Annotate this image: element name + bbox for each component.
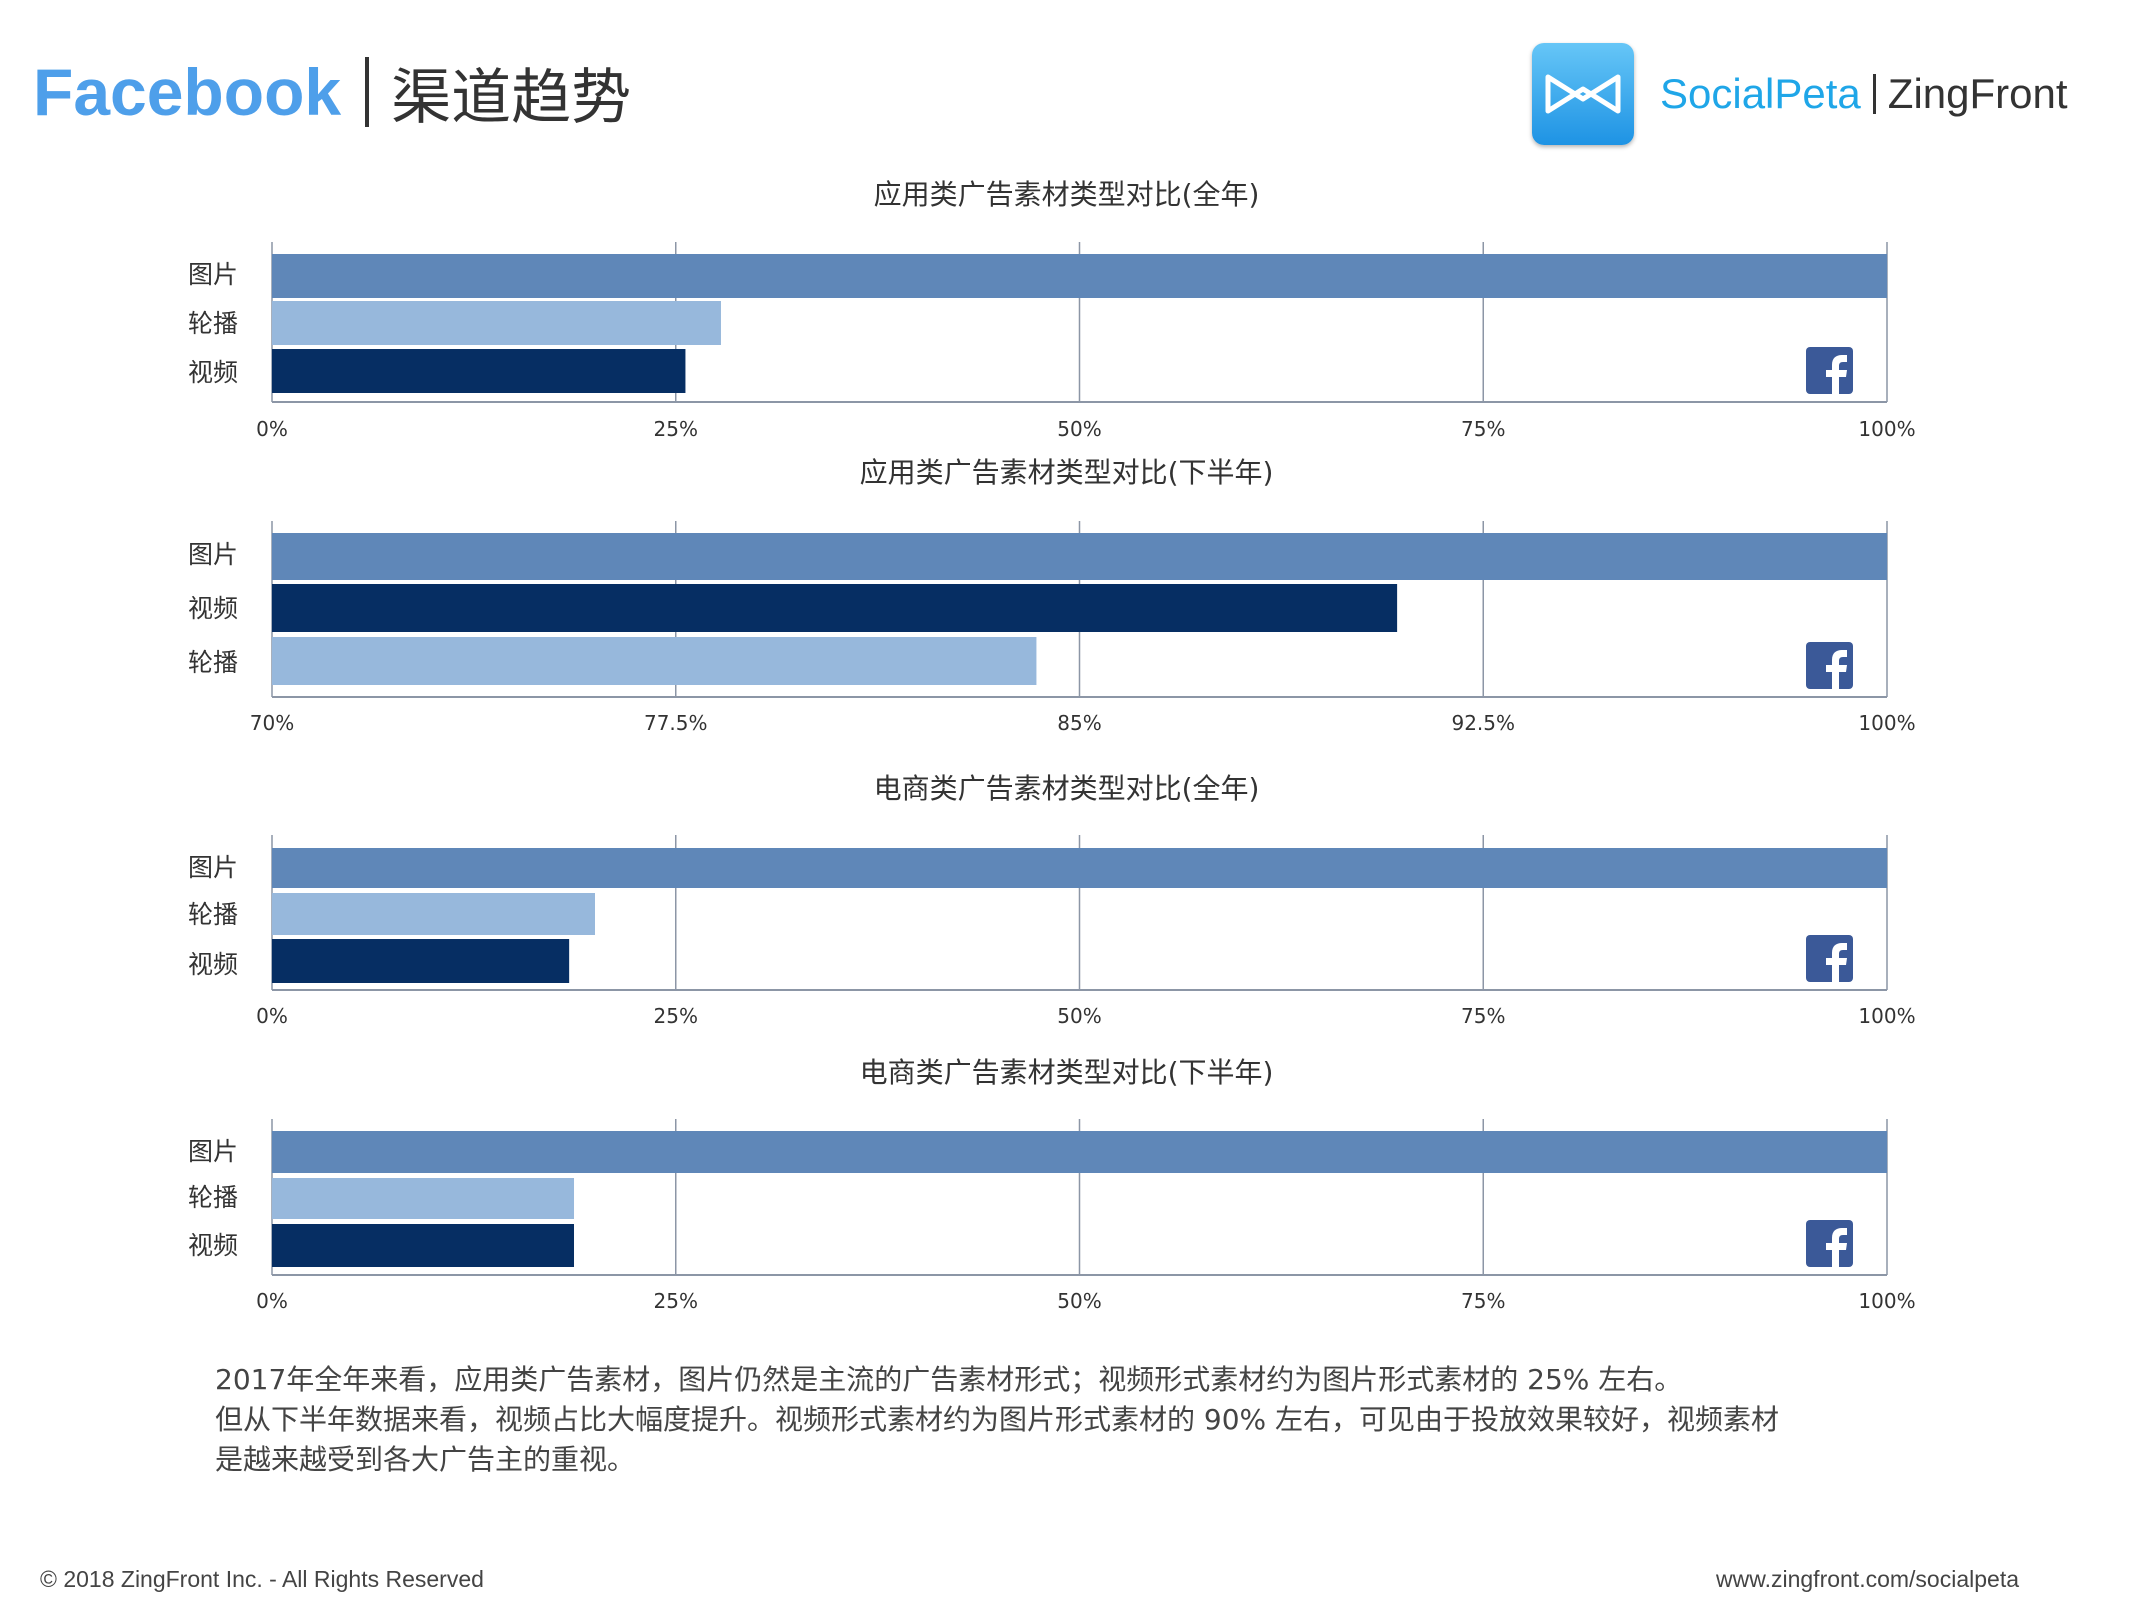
x-tick-label: 75% (1461, 1289, 1505, 1313)
socialpeta-logo-icon (1532, 43, 1634, 145)
facebook-icon-glyph (1826, 650, 1847, 689)
category-label: 图片 (188, 260, 238, 289)
analysis-line-3: 是越来越受到各大广告主的重视。 (215, 1443, 636, 1476)
socialpeta-logo: SocialPeta ZingFront (1532, 40, 2068, 148)
x-tick-label: 25% (654, 1289, 698, 1313)
bar (272, 1224, 575, 1267)
analysis-text: 2017年全年来看，应用类广告素材，图片仍然是主流的广告素材形式；视频形式素材约… (215, 1360, 1935, 1480)
x-tick-label: 85% (1057, 711, 1101, 735)
facebook-icon-glyph (1826, 1228, 1847, 1267)
bar (272, 1131, 1887, 1173)
bar (272, 848, 1887, 888)
facebook-icon (1806, 642, 1853, 689)
x-tick-label: 100% (1858, 1004, 1915, 1028)
brand-title: Facebook (33, 55, 342, 129)
facebook-icon-glyph (1826, 355, 1847, 394)
category-label: 轮播 (188, 648, 238, 677)
x-tick-label: 0% (256, 1004, 288, 1028)
x-tick-label: 70% (250, 711, 294, 735)
bar (272, 301, 721, 345)
x-tick-label: 25% (654, 417, 698, 441)
bar (272, 1178, 575, 1219)
x-tick-label: 100% (1858, 1289, 1915, 1313)
analysis-line-2: 但从下半年数据来看，视频占比大幅度提升。视频形式素材约为图片形式素材的 90% … (215, 1403, 1780, 1436)
category-label: 图片 (188, 1137, 238, 1166)
x-tick-label: 100% (1858, 711, 1915, 735)
x-tick-label: 0% (256, 417, 288, 441)
page-subtitle: 渠道趋势 (391, 62, 632, 133)
facebook-icon (1806, 1220, 1853, 1267)
category-label: 视频 (188, 594, 238, 623)
x-tick-label: 75% (1461, 1004, 1505, 1028)
bar (272, 254, 1887, 298)
copyright: © 2018 ZingFront Inc. - All Rights Reser… (40, 1566, 484, 1592)
category-label: 轮播 (188, 900, 238, 929)
x-tick-label: 50% (1057, 417, 1101, 441)
facebook-icon (1806, 347, 1853, 394)
chart-4-title: 电商类广告素材类型对比(下半年) (859, 1056, 1274, 1089)
x-tick-label: 92.5% (1451, 711, 1515, 735)
header-divider (365, 57, 370, 127)
category-label: 轮播 (188, 1183, 238, 1212)
logo-text-socialpeta: SocialPeta (1660, 70, 1861, 117)
analysis-line-1: 2017年全年来看，应用类广告素材，图片仍然是主流的广告素材形式；视频形式素材约… (215, 1363, 1683, 1396)
x-tick-label: 77.5% (644, 711, 708, 735)
x-tick-label: 75% (1461, 417, 1505, 441)
logo-divider (1872, 74, 1876, 114)
bar (272, 939, 570, 983)
category-label: 图片 (188, 853, 238, 882)
chart-2-title: 应用类广告素材类型对比(下半年) (859, 456, 1274, 489)
chart-3-title: 电商类广告素材类型对比(全年) (873, 772, 1260, 805)
category-label: 图片 (188, 540, 238, 569)
category-label: 视频 (188, 1231, 238, 1260)
page-header: Facebook 渠道趋势 (33, 42, 631, 142)
facebook-icon-glyph (1826, 943, 1847, 982)
category-label: 轮播 (188, 309, 238, 338)
x-tick-label: 0% (256, 1289, 288, 1313)
x-tick-label: 50% (1057, 1004, 1101, 1028)
bar (272, 637, 1037, 685)
x-tick-label: 100% (1858, 417, 1915, 441)
bar (272, 584, 1398, 632)
category-label: 视频 (188, 950, 238, 979)
footer-url[interactable]: www.zingfront.com/socialpeta (1716, 1566, 2019, 1592)
chart-1-title: 应用类广告素材类型对比(全年) (873, 178, 1260, 211)
logo-text-zingfront: ZingFront (1887, 70, 2068, 117)
x-tick-label: 50% (1057, 1289, 1101, 1313)
bar (272, 533, 1887, 580)
facebook-icon (1806, 935, 1853, 982)
category-label: 视频 (188, 358, 238, 387)
bar (272, 893, 595, 935)
bar (272, 349, 686, 393)
x-tick-label: 25% (654, 1004, 698, 1028)
